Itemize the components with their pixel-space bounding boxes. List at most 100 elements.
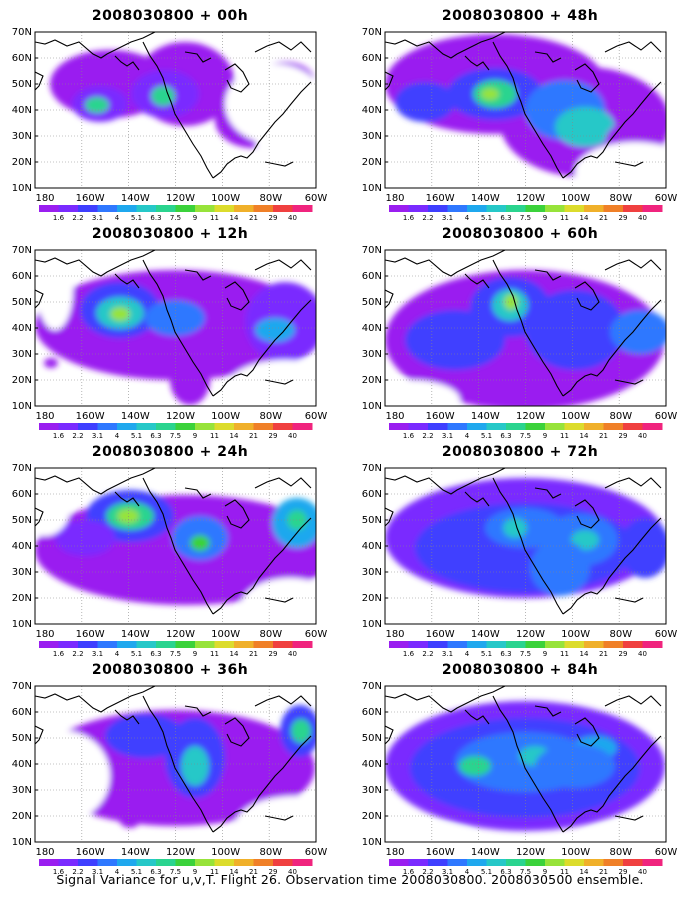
longitude-label: 100W bbox=[561, 193, 590, 204]
colorbar-swatch bbox=[195, 641, 215, 648]
coastline bbox=[142, 695, 214, 833]
colorbar-swatch bbox=[486, 205, 507, 212]
latitude-label: 10N bbox=[12, 183, 32, 194]
colorbar-swatch bbox=[584, 641, 604, 648]
colorbar-swatch bbox=[214, 859, 235, 866]
longitude-label: 60W bbox=[655, 411, 678, 422]
colorbar-swatch bbox=[117, 641, 137, 648]
colorbar-label: 4 bbox=[115, 868, 120, 876]
longitude-label: 120W bbox=[516, 847, 545, 858]
low-variance-area bbox=[235, 796, 316, 842]
coastline bbox=[492, 477, 564, 615]
coastline bbox=[464, 273, 490, 289]
latitude-label: 10N bbox=[12, 401, 32, 412]
colorbar-swatch bbox=[506, 859, 526, 866]
colorbar-label: 2.2 bbox=[422, 214, 433, 222]
colorbar-swatch bbox=[175, 641, 196, 648]
coastline bbox=[184, 487, 212, 499]
colorbar-label: 7.5 bbox=[170, 650, 181, 658]
latitude-label: 60N bbox=[362, 489, 382, 500]
colorbar-swatch bbox=[545, 205, 565, 212]
colorbar-swatch bbox=[214, 423, 235, 430]
longitude-label: 60W bbox=[655, 629, 678, 640]
panel-title: 2008030800 + 60h bbox=[441, 226, 599, 242]
colorbar-label: 4 bbox=[115, 432, 120, 440]
colorbar-swatch bbox=[642, 859, 663, 866]
coastline bbox=[385, 289, 394, 309]
colorbar-label: 4 bbox=[465, 868, 470, 876]
colorbar-swatch bbox=[97, 423, 118, 430]
variance-contour bbox=[610, 310, 666, 354]
longitude-label: 100W bbox=[561, 629, 590, 640]
coastline bbox=[534, 51, 562, 63]
variance-contour bbox=[145, 300, 205, 336]
latitude-label: 70N bbox=[12, 245, 32, 256]
coastline bbox=[385, 71, 394, 91]
colorbar-swatch bbox=[564, 423, 585, 430]
colorbar-swatch bbox=[117, 423, 137, 430]
colorbar-label: 2.2 bbox=[72, 214, 83, 222]
colorbar-label: 7.5 bbox=[520, 868, 531, 876]
colorbar-swatch bbox=[545, 859, 565, 866]
coastline bbox=[264, 161, 294, 167]
colorbar-label: 4 bbox=[465, 650, 470, 658]
colorbar-label: 40 bbox=[288, 214, 297, 222]
coastline bbox=[212, 517, 312, 615]
variance-field bbox=[385, 250, 666, 406]
coastlines bbox=[35, 468, 312, 615]
colorbar-swatch bbox=[273, 859, 293, 866]
coastline bbox=[114, 273, 140, 289]
colorbar-label: 14 bbox=[580, 868, 589, 876]
coastline bbox=[184, 705, 212, 717]
longitude-label: 140W bbox=[471, 193, 500, 204]
longitude-label: 60W bbox=[305, 411, 328, 422]
colorbar-swatch bbox=[389, 423, 409, 430]
colorbar-swatch bbox=[195, 859, 215, 866]
coastline bbox=[385, 468, 506, 495]
variance-field bbox=[385, 686, 666, 842]
longitude-label: 160W bbox=[76, 411, 105, 422]
colorbar-label: 40 bbox=[288, 868, 297, 876]
low-variance-area bbox=[35, 480, 70, 536]
colorbar-swatch bbox=[584, 423, 604, 430]
colorbar-swatch bbox=[486, 859, 507, 866]
longitude-label: 100W bbox=[211, 411, 240, 422]
coastline bbox=[264, 379, 294, 385]
colorbar-swatch bbox=[39, 859, 59, 866]
coastline bbox=[562, 735, 662, 833]
colorbar-swatch bbox=[136, 859, 157, 866]
longitude-label: 140W bbox=[121, 411, 150, 422]
colorbar-label: 2.2 bbox=[72, 868, 83, 876]
colorbar-swatch bbox=[642, 423, 663, 430]
coastline bbox=[114, 709, 140, 725]
colorbar-swatch bbox=[39, 205, 59, 212]
longitude-label: 60W bbox=[305, 629, 328, 640]
colorbar-label: 14 bbox=[230, 214, 239, 222]
colorbar-label: 3.1 bbox=[442, 432, 453, 440]
longitude-label: 100W bbox=[561, 847, 590, 858]
panel-title: 2008030800 + 84h bbox=[441, 662, 599, 678]
variance-contour bbox=[117, 509, 139, 523]
colorbar-label: 4 bbox=[115, 650, 120, 658]
variance-contour bbox=[181, 746, 209, 786]
colorbar-swatch bbox=[117, 859, 137, 866]
coastline bbox=[614, 597, 644, 603]
variance-field bbox=[35, 250, 316, 406]
colorbar-label: 6.3 bbox=[500, 432, 511, 440]
colorbar-swatch bbox=[408, 859, 429, 866]
longitude-label: 60W bbox=[305, 847, 328, 858]
coastline bbox=[264, 815, 294, 821]
colorbar-swatch bbox=[97, 641, 118, 648]
coastline bbox=[464, 55, 490, 71]
longitude-label: 120W bbox=[516, 193, 545, 204]
variance-field bbox=[35, 32, 316, 188]
longitude-label: 140W bbox=[121, 629, 150, 640]
latitude-label: 50N bbox=[362, 297, 382, 308]
colorbar-swatch bbox=[467, 641, 487, 648]
colorbar-swatch bbox=[564, 859, 585, 866]
variance-contour bbox=[481, 88, 499, 100]
coastline bbox=[464, 709, 490, 725]
longitude-label: 80W bbox=[610, 193, 633, 204]
coastlines bbox=[385, 686, 662, 833]
colorbar-swatch bbox=[78, 859, 98, 866]
